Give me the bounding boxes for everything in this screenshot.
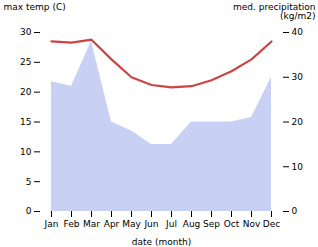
svg-text:Nov: Nov [243, 219, 261, 229]
svg-text:Jan: Jan [44, 219, 59, 229]
svg-text:Sep: Sep [203, 219, 220, 229]
svg-text:30: 30 [292, 72, 304, 82]
svg-text:15: 15 [20, 117, 31, 127]
svg-text:Apr: Apr [104, 219, 120, 229]
svg-text:25: 25 [20, 57, 31, 67]
svg-text:Mar: Mar [83, 219, 100, 229]
svg-text:0: 0 [26, 206, 32, 216]
svg-text:0: 0 [292, 206, 298, 216]
svg-text:Jul: Jul [165, 219, 177, 229]
svg-text:5: 5 [26, 177, 32, 187]
svg-text:10: 10 [20, 147, 32, 157]
svg-text:40: 40 [292, 27, 304, 37]
svg-text:20: 20 [292, 117, 304, 127]
svg-text:Jun: Jun [143, 219, 158, 229]
svg-text:med. precipitation(kg/m2): med. precipitation(kg/m2) [233, 2, 315, 21]
svg-text:30: 30 [20, 27, 32, 37]
svg-text:10: 10 [292, 162, 304, 172]
svg-text:max temp (C): max temp (C) [4, 2, 66, 12]
svg-text:May: May [122, 219, 141, 229]
svg-text:Aug: Aug [183, 219, 201, 229]
svg-text:20: 20 [20, 87, 32, 97]
svg-text:Oct: Oct [224, 219, 240, 229]
svg-text:Dec: Dec [263, 219, 280, 229]
svg-text:date (month): date (month) [132, 237, 191, 247]
svg-text:Feb: Feb [64, 219, 80, 229]
